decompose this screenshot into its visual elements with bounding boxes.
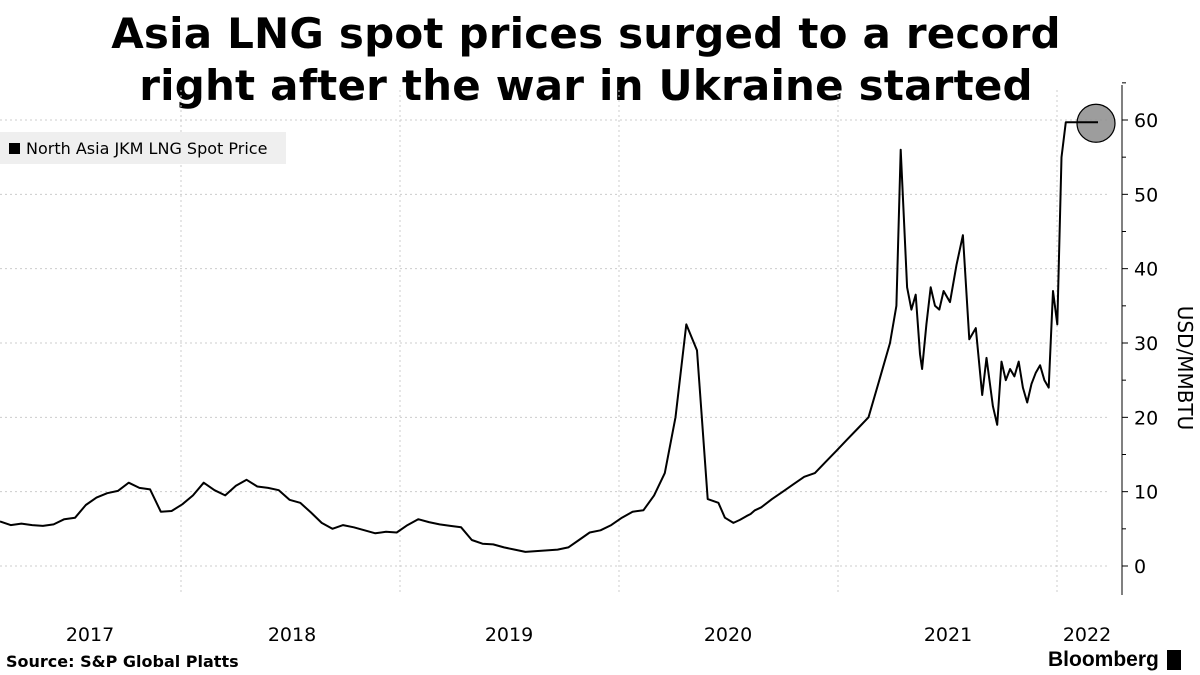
source-note: Source: S&P Global Platts <box>6 652 239 671</box>
y-tick-label: 30 <box>1134 333 1158 355</box>
x-axis: 2017 2018 2019 2020 2021 2022 <box>66 624 1111 646</box>
bloomberg-mark-icon <box>1166 650 1181 670</box>
legend: North Asia JKM LNG Spot Price <box>0 132 286 164</box>
x-tick-label: 2022 <box>1063 624 1111 646</box>
y-axis-label: USD/MMBTU <box>1173 306 1197 431</box>
y-tick-label: 20 <box>1134 407 1158 429</box>
x-tick-label: 2021 <box>924 624 972 646</box>
brand-name: Bloomberg <box>1048 648 1159 671</box>
bloomberg-logo: Bloomberg <box>1048 648 1181 672</box>
chart-title-line-2: right after the war in Ukraine started <box>139 61 1033 110</box>
series-lines <box>0 121 1098 553</box>
x-tick-label: 2018 <box>268 624 316 646</box>
y-axis: 0 10 20 30 40 50 60 <box>1121 82 1158 595</box>
y-tick-label: 60 <box>1134 110 1158 132</box>
x-tick-label: 2017 <box>66 624 114 646</box>
x-tick-label: 2020 <box>704 624 752 646</box>
y-tick-label: 50 <box>1134 184 1158 206</box>
y-tick-label: 0 <box>1134 556 1146 578</box>
legend-label: North Asia JKM LNG Spot Price <box>26 138 268 158</box>
record-highlight <box>1076 103 1116 143</box>
chart-title-line-1: Asia LNG spot prices surged to a record <box>111 9 1061 58</box>
series-line-jkm <box>0 121 1098 553</box>
y-tick-label: 10 <box>1134 482 1158 504</box>
record-highlight-circle <box>1076 103 1116 143</box>
y-tick-label: 40 <box>1134 259 1158 281</box>
legend-swatch <box>9 142 20 154</box>
grid-lines <box>0 90 1110 595</box>
chart-title: Asia LNG spot prices surged to a record … <box>0 8 1172 112</box>
x-tick-label: 2019 <box>485 624 533 646</box>
